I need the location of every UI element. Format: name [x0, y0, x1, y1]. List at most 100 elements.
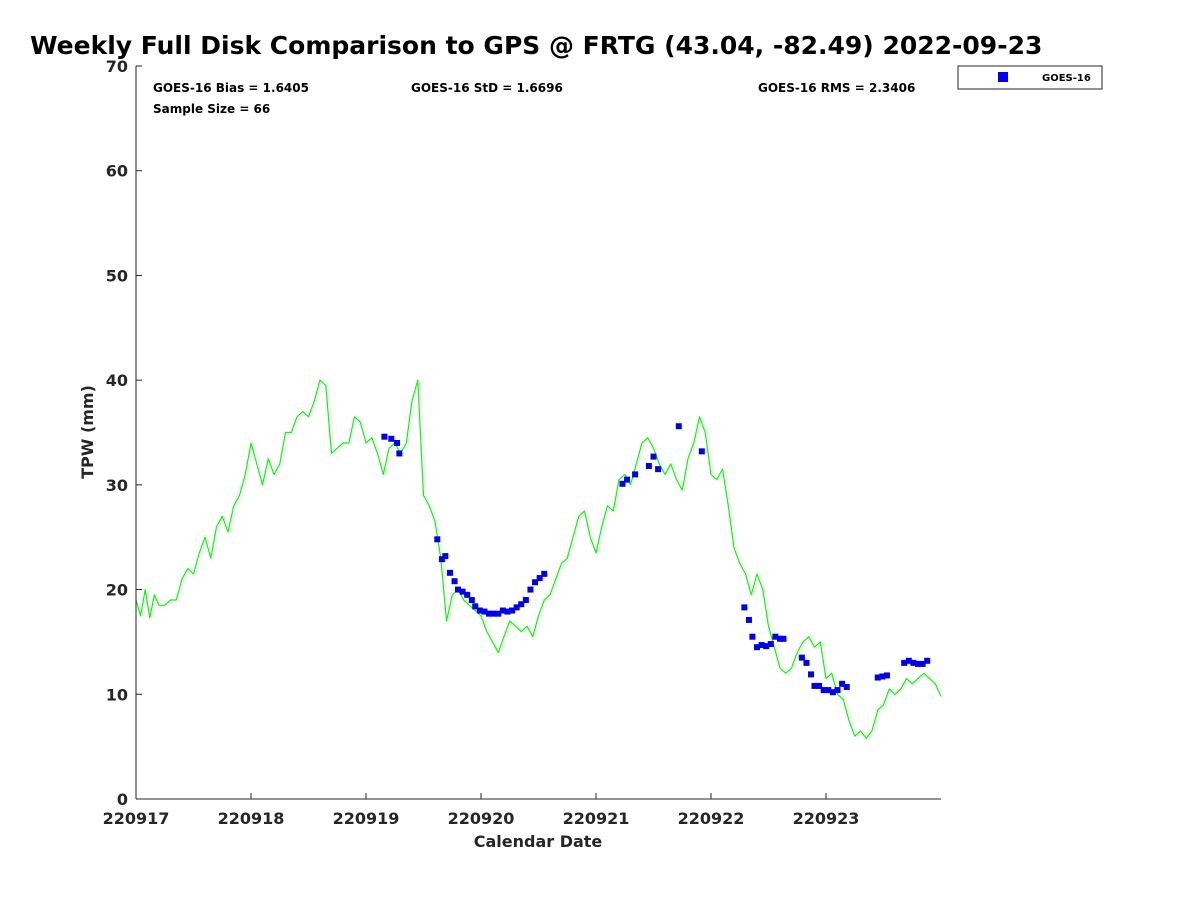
x-tick-label: 220919	[333, 809, 400, 828]
goes16-point	[655, 466, 662, 473]
gps-series	[135, 379, 942, 739]
goes16-point	[698, 448, 705, 455]
plot-area	[136, 66, 941, 799]
goes16-point	[839, 680, 846, 687]
goes16-point	[394, 439, 401, 446]
goes16-point	[476, 607, 483, 614]
goes16-point	[803, 659, 810, 666]
goes16-point	[910, 659, 917, 666]
y-tick-label: 0	[117, 790, 128, 809]
goes16-point	[901, 659, 908, 666]
goes16-point	[777, 635, 783, 642]
goes16-point	[820, 687, 827, 694]
legend: GOES-16	[957, 65, 1103, 90]
y-tick-label: 60	[106, 162, 128, 181]
goes16-point	[767, 641, 774, 648]
goes16-point	[468, 597, 475, 604]
chart-title: Weekly Full Disk Comparison to GPS @ FRT…	[30, 31, 1042, 60]
goes16-point	[490, 610, 497, 617]
goes16-point	[772, 633, 779, 640]
goes16-point	[825, 687, 832, 694]
goes16-point	[879, 673, 886, 680]
bias-stat: GOES-16 Bias = 1.6405	[153, 81, 309, 95]
goes16-point	[442, 553, 449, 560]
goes16-point	[518, 601, 525, 608]
goes16-point	[527, 586, 534, 593]
x-tick-label: 220920	[448, 809, 515, 828]
goes16-point	[843, 683, 850, 690]
x-tick-label: 220918	[218, 809, 285, 828]
goes16-point	[834, 687, 841, 694]
goes16-point	[381, 433, 388, 440]
std-stat: GOES-16 StD = 1.6696	[411, 81, 563, 95]
goes16-point	[464, 591, 471, 598]
x-tick-label: 220922	[678, 809, 745, 828]
goes16-point	[438, 556, 445, 563]
goes16-point	[522, 597, 529, 604]
goes16-point	[481, 608, 488, 615]
y-tick-label: 10	[106, 685, 128, 704]
x-tick-label: 220923	[793, 809, 860, 828]
goes16-point	[396, 450, 403, 457]
goes16-point	[883, 672, 890, 679]
y-tick-label: 40	[106, 371, 128, 390]
goes16-point	[645, 463, 652, 470]
goes16-point	[763, 643, 770, 650]
rms-stat: GOES-16 RMS = 2.3406	[758, 81, 915, 95]
goes16-point	[780, 635, 787, 642]
goes16-point	[675, 423, 682, 430]
goes16-point	[650, 453, 657, 460]
goes16-point	[745, 616, 752, 623]
y-axis-ticks: 0 10 20 30 40 50 60 70	[106, 57, 142, 809]
goes16-point	[915, 660, 921, 667]
x-axis-label: Calendar Date	[474, 832, 603, 851]
goes16-point	[905, 657, 912, 664]
goes16-point	[749, 633, 756, 640]
goes16-point	[499, 607, 506, 614]
goes16-point	[536, 575, 543, 582]
goes16-point	[741, 604, 748, 611]
goes16-point	[632, 471, 639, 478]
legend-box	[957, 65, 1103, 90]
goes16-point	[924, 657, 931, 664]
goes16-point	[624, 476, 631, 483]
goes16-point	[513, 604, 520, 611]
goes16-point	[459, 588, 466, 595]
y-tick-label: 30	[106, 476, 128, 495]
goes16-point	[798, 654, 805, 661]
x-axis-ticks: 220917 220918 220919 220920 220921 220922 2209…	[103, 793, 860, 828]
legend-label: GOES-16	[1042, 73, 1091, 84]
goes16-point	[446, 569, 453, 576]
y-tick-label: 70	[106, 57, 128, 76]
goes16-point	[388, 435, 395, 442]
legend-marker	[998, 72, 1008, 82]
x-tick-label: 220921	[563, 809, 630, 828]
sample-size-stat: Sample Size = 66	[153, 102, 270, 116]
goes16-point	[619, 480, 626, 487]
goes16-series	[381, 423, 931, 696]
goes16-point	[472, 603, 479, 610]
goes16-point	[455, 586, 461, 593]
goes16-point	[829, 689, 836, 696]
goes16-point	[504, 608, 511, 615]
y-tick-label: 20	[106, 581, 128, 600]
goes16-point	[919, 660, 926, 667]
goes16-point	[811, 682, 818, 689]
y-tick-label: 50	[106, 266, 128, 285]
goes16-point	[874, 674, 881, 681]
x-tick-label: 220917	[103, 809, 170, 828]
goes16-point	[532, 579, 539, 586]
goes16-point	[495, 610, 502, 617]
goes16-point	[816, 682, 823, 689]
goes16-point	[434, 536, 441, 543]
goes16-point	[486, 610, 493, 617]
goes16-point	[541, 570, 548, 577]
goes16-point	[451, 578, 458, 585]
goes16-point	[754, 644, 760, 651]
goes16-point	[808, 671, 815, 678]
goes16-point	[509, 607, 516, 614]
y-axis-label: TPW (mm)	[78, 385, 97, 479]
goes16-point	[758, 642, 765, 649]
gps-line	[135, 379, 942, 739]
